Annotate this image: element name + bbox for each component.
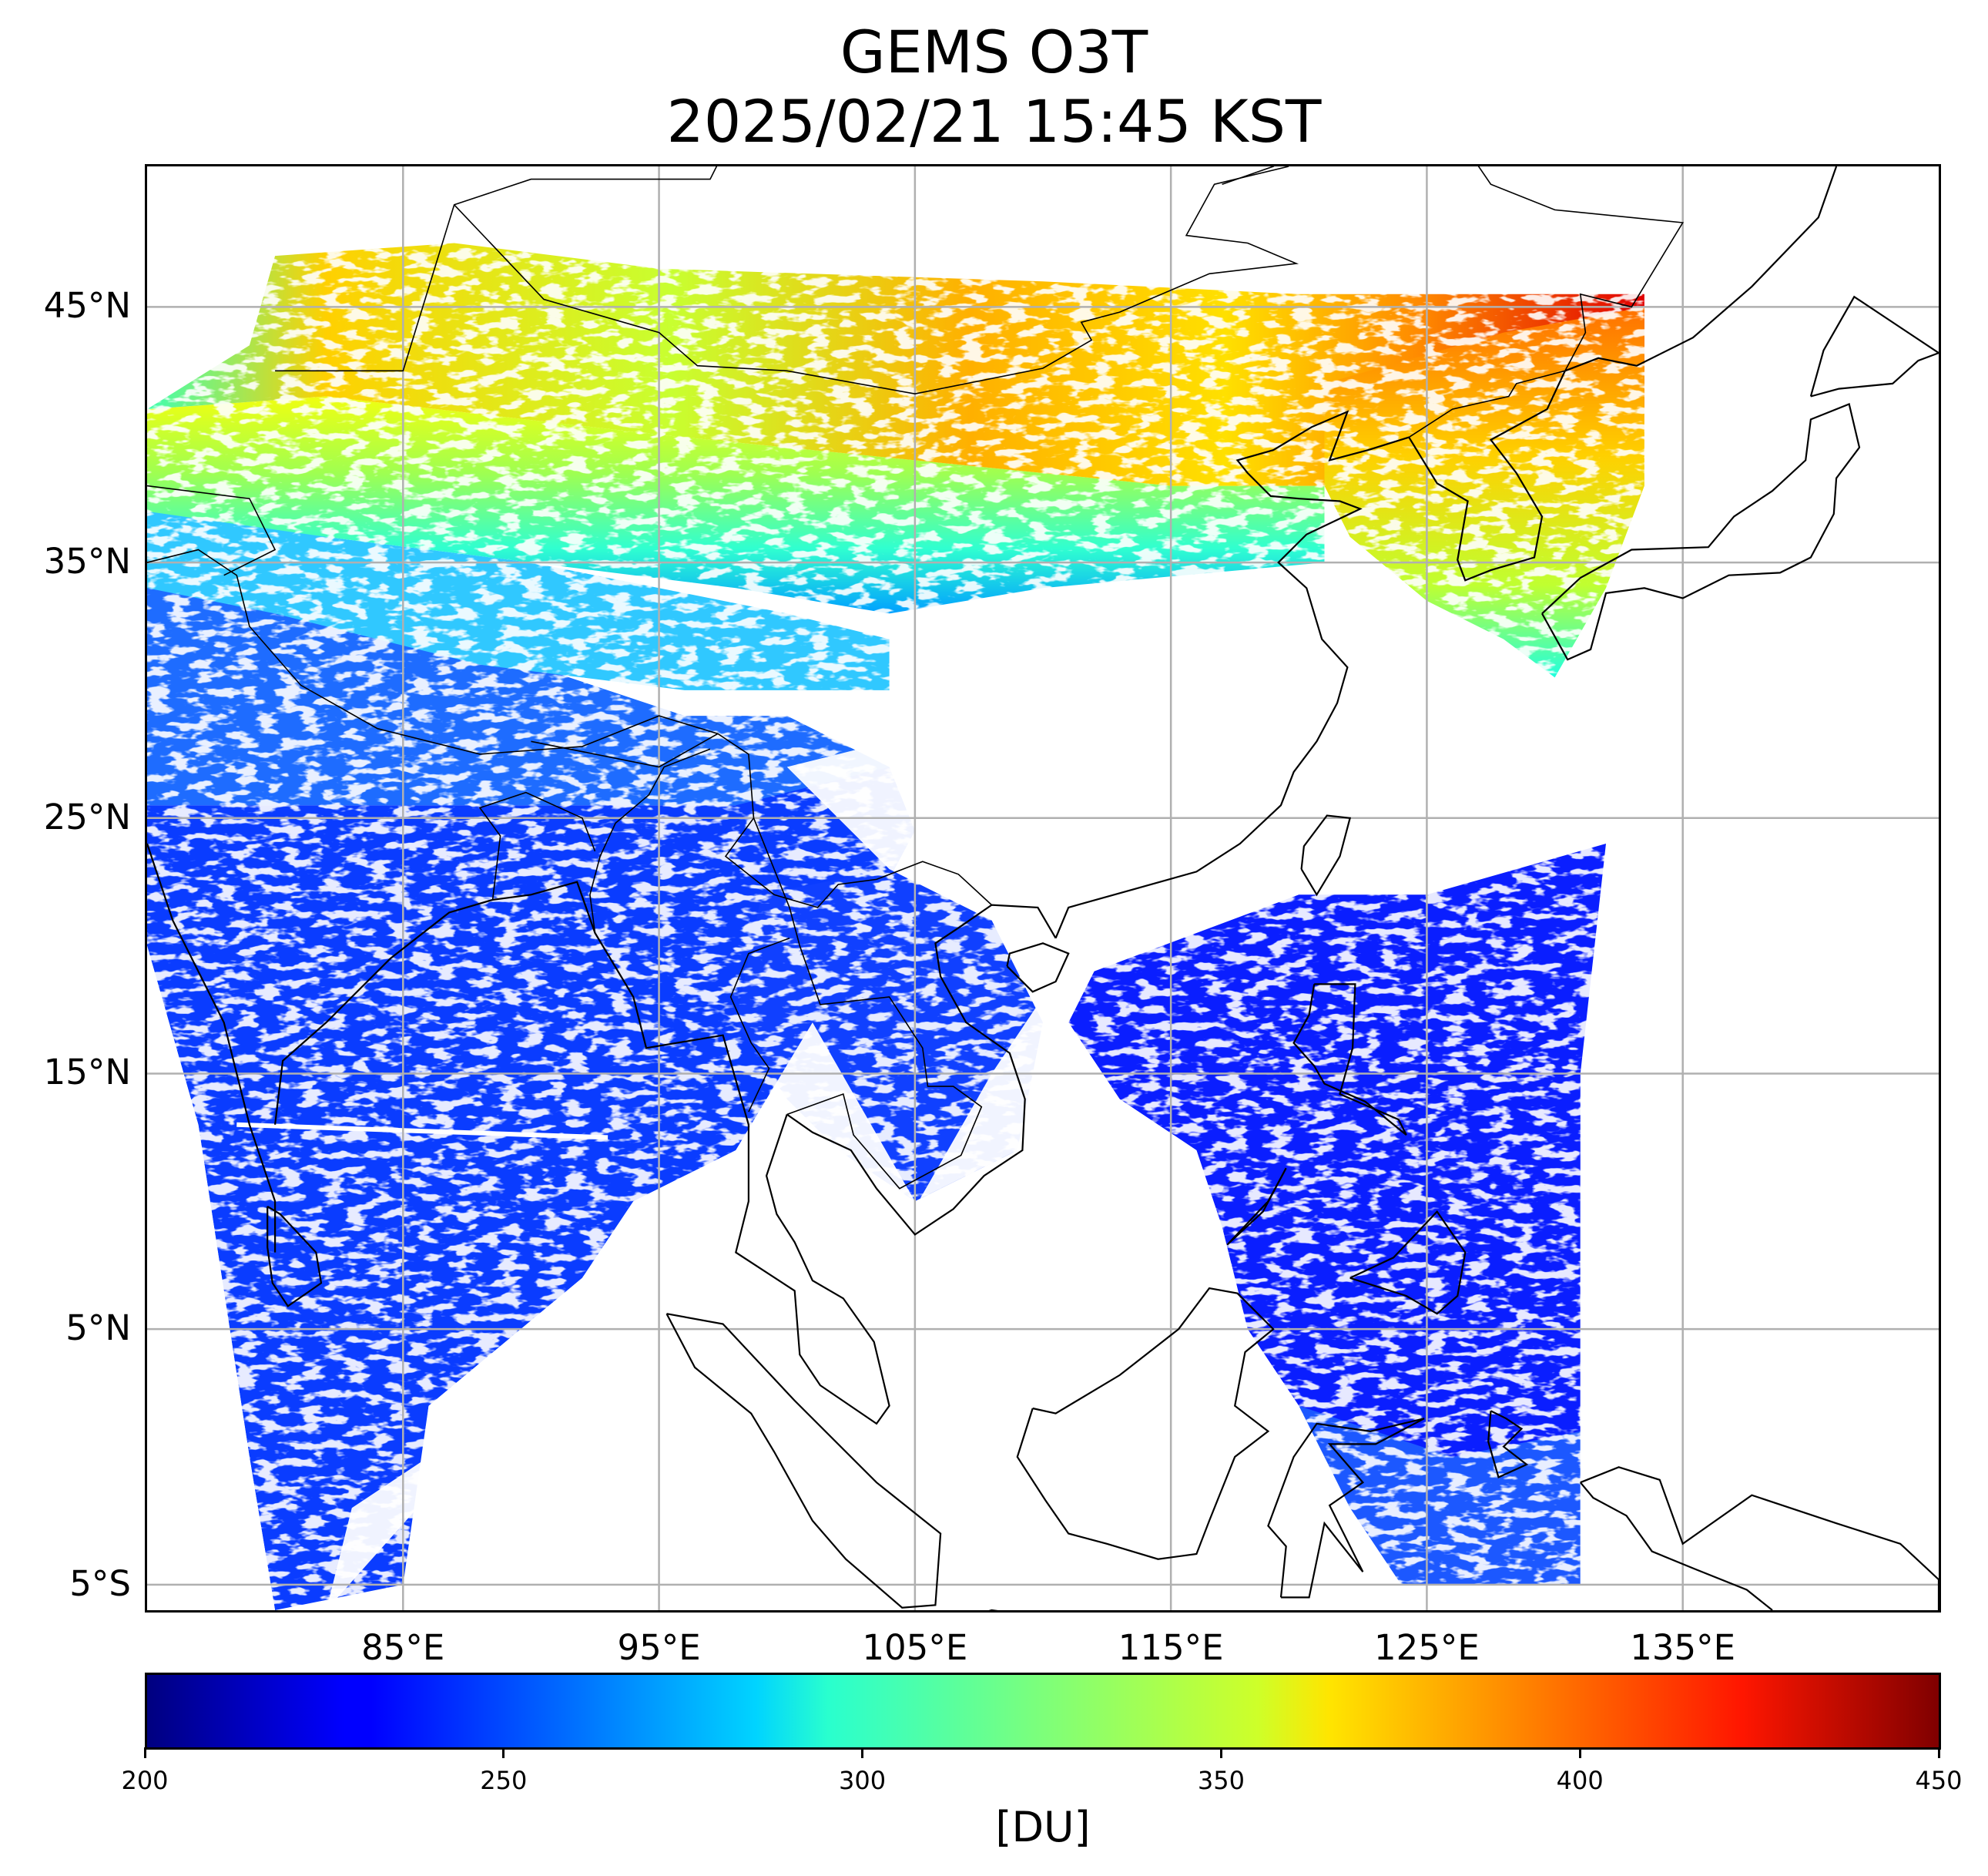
map-title-line1: GEMS O3T bbox=[840, 18, 1148, 86]
coastline bbox=[1054, 410, 1410, 939]
coastline bbox=[1541, 403, 1861, 661]
colorbar-tick bbox=[1219, 1747, 1222, 1758]
colorbar-tick bbox=[1937, 1747, 1940, 1758]
colorbar-tick-label: 350 bbox=[1197, 1766, 1245, 1795]
coastline bbox=[274, 881, 890, 1425]
country-border bbox=[147, 549, 993, 908]
colorbar-tick bbox=[861, 1747, 864, 1758]
coastline bbox=[1267, 1418, 1425, 1599]
coastline bbox=[1408, 370, 1566, 582]
colorbar bbox=[145, 1673, 1941, 1750]
coastline bbox=[1579, 1482, 1773, 1610]
colorbar-tick-label: 200 bbox=[121, 1766, 169, 1795]
colorbar-tick-label: 450 bbox=[1915, 1766, 1963, 1795]
ozone-map bbox=[147, 166, 1939, 1610]
country-border bbox=[1408, 166, 1685, 438]
colorbar-tick bbox=[502, 1747, 505, 1758]
coastline bbox=[1580, 1466, 1939, 1610]
colorbar-tick-label: 400 bbox=[1556, 1766, 1604, 1795]
country-border bbox=[454, 166, 1299, 395]
ozone-data-layer bbox=[147, 166, 1939, 1610]
coastlines bbox=[147, 166, 1939, 1610]
country-border bbox=[589, 748, 711, 934]
country-border bbox=[531, 733, 719, 768]
lon-tick-label: 85°E bbox=[361, 1627, 445, 1668]
graticule bbox=[147, 166, 1939, 1610]
map-panel bbox=[145, 164, 1941, 1613]
coastline bbox=[1487, 1410, 1529, 1479]
country-border bbox=[478, 791, 596, 900]
no-data-west bbox=[147, 945, 276, 1610]
coastline bbox=[1006, 942, 1070, 993]
coastline bbox=[1226, 1167, 1287, 1246]
no-data-north bbox=[147, 166, 1939, 292]
coastline bbox=[1564, 166, 1838, 372]
coastline bbox=[786, 904, 1057, 1236]
swath-gap bbox=[236, 1122, 608, 1140]
coastline bbox=[1016, 1287, 1275, 1560]
coastline bbox=[1809, 295, 1939, 398]
lat-tick-label: 5°S bbox=[69, 1562, 131, 1604]
lat-tick-label: 5°N bbox=[65, 1307, 131, 1349]
colorbar-tick bbox=[143, 1747, 146, 1758]
lon-tick-label: 125°E bbox=[1374, 1627, 1480, 1668]
country-border bbox=[275, 166, 718, 372]
lat-tick-label: 35°N bbox=[43, 541, 131, 582]
country-border bbox=[729, 937, 790, 1113]
lat-tick-label: 15°N bbox=[43, 1052, 131, 1093]
country-border bbox=[147, 485, 277, 576]
lon-tick-label: 135°E bbox=[1630, 1627, 1736, 1668]
lon-tick-label: 115°E bbox=[1118, 1627, 1224, 1668]
country-border bbox=[1222, 166, 1275, 185]
country-border bbox=[753, 817, 983, 1190]
map-title-line2: 2025/02/21 15:45 KST bbox=[666, 87, 1322, 156]
lat-tick-label: 45°N bbox=[43, 285, 131, 327]
colorbar-tick-label: 250 bbox=[480, 1766, 528, 1795]
coastline bbox=[1300, 814, 1352, 897]
colorbar-tick-label: 300 bbox=[839, 1766, 887, 1795]
coastline bbox=[1349, 1210, 1467, 1315]
colorbar-gradient bbox=[147, 1675, 1939, 1747]
coastline bbox=[665, 1313, 942, 1609]
coastline bbox=[1292, 983, 1407, 1136]
no-data-swath-edge bbox=[403, 1150, 736, 1610]
coastline bbox=[267, 1205, 323, 1307]
lon-tick-label: 105°E bbox=[862, 1627, 968, 1668]
colorbar-tick bbox=[1578, 1747, 1581, 1758]
coastline bbox=[147, 843, 277, 1253]
lat-tick-label: 25°N bbox=[43, 796, 131, 837]
colorbar-label: [DU] bbox=[995, 1803, 1091, 1851]
lon-tick-label: 95°E bbox=[617, 1627, 701, 1668]
no-data-east bbox=[1580, 291, 1939, 1610]
